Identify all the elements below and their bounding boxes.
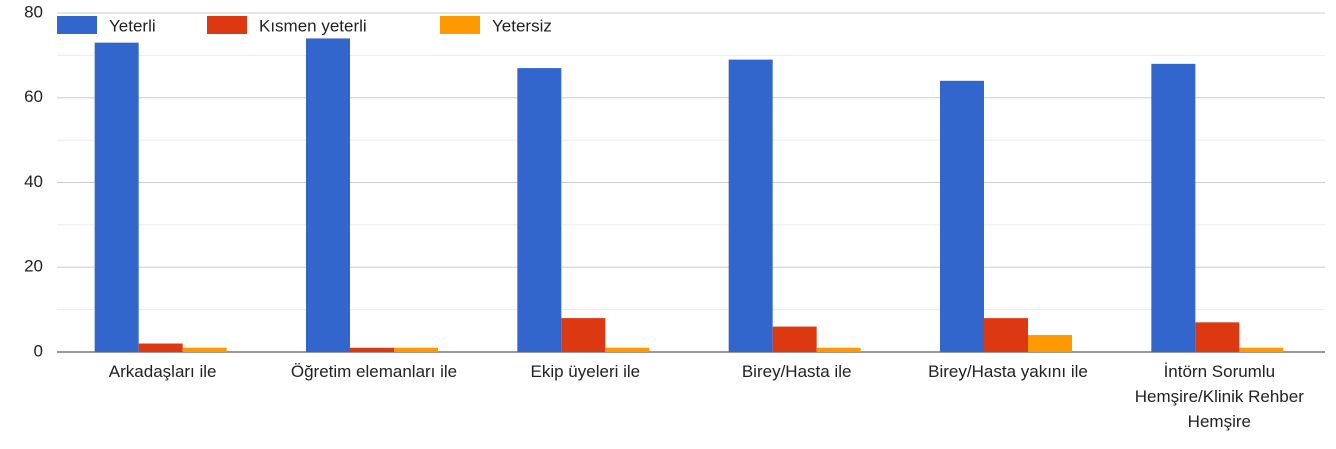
bar xyxy=(728,59,773,353)
bar xyxy=(517,68,562,353)
bar xyxy=(772,326,817,352)
bar xyxy=(605,347,650,352)
legend-label: Yetersiz xyxy=(492,16,552,35)
bar xyxy=(984,318,1028,352)
y-tick-label: 40 xyxy=(24,172,43,191)
bar xyxy=(350,347,394,352)
bar xyxy=(1028,335,1072,352)
x-tick-label: Arkadaşları ile xyxy=(108,362,217,381)
bar xyxy=(94,42,139,352)
bar xyxy=(394,347,438,352)
y-tick-label: 80 xyxy=(24,2,43,21)
bar xyxy=(561,318,606,352)
y-tick-label: 60 xyxy=(24,87,43,106)
bar xyxy=(1151,63,1196,352)
legend-swatch xyxy=(207,16,247,34)
bar xyxy=(138,343,183,352)
legend-swatch xyxy=(440,16,480,34)
x-tick-label: Birey/Hasta yakını ile xyxy=(928,362,1088,381)
legend-swatch xyxy=(57,16,97,34)
y-tick-label: 20 xyxy=(24,257,43,276)
bar xyxy=(940,80,984,353)
bar xyxy=(816,347,861,352)
x-tick-label: İntörn Sorumlu Hemşire/Klinik Rehber Hem… xyxy=(1134,362,1304,431)
legend-label: Yeterli xyxy=(109,16,156,35)
bar xyxy=(1195,322,1240,352)
x-tick-label: Öğretim elemanları ile xyxy=(290,362,458,381)
bar xyxy=(182,347,227,352)
x-tick-label: Birey/Hasta ile xyxy=(741,362,852,381)
bar xyxy=(306,38,350,353)
x-tick-label: Ekip üyeleri ile xyxy=(530,362,641,381)
bar xyxy=(1239,347,1284,352)
legend-label: Kısmen yeterli xyxy=(259,16,367,35)
y-tick-label: 0 xyxy=(34,341,43,360)
